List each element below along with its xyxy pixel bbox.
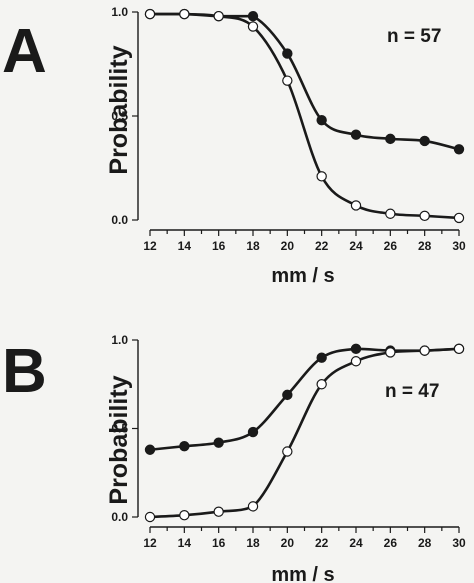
- fit-curve-open-b: [149, 347, 460, 519]
- data-point-filled-a: [350, 129, 362, 140]
- x-tick-label-b: 30: [452, 536, 466, 550]
- y-axis-label-a: Probability: [105, 45, 133, 174]
- y-axis-label-b: Probability: [105, 375, 133, 504]
- x-tick-label-b: 16: [212, 536, 226, 550]
- data-point-filled-b: [179, 441, 190, 452]
- y-tick-label-b: 0.5: [111, 422, 128, 436]
- data-point-filled-a: [419, 135, 430, 147]
- data-point-filled-a: [282, 48, 293, 59]
- y-tick-label-a: 0.0: [111, 213, 128, 227]
- x-tick-label-b: 12: [143, 536, 157, 550]
- x-tick-label-b: 18: [246, 536, 260, 550]
- data-point-open-b: [179, 510, 190, 521]
- axes-a: 0.0 0.5 1.0 12 14 16 18 20 22 24 26 28 30: [111, 5, 466, 253]
- data-point-filled-b: [144, 444, 156, 455]
- data-point-open-a: [316, 171, 327, 182]
- data-point-open-b: [419, 345, 430, 356]
- data-points-b: [144, 343, 465, 523]
- x-tick-label-b: 28: [418, 536, 432, 550]
- data-point-open-a: [179, 8, 190, 20]
- data-point-filled-b: [247, 426, 259, 438]
- y-tick-label-a: 1.0: [111, 5, 128, 19]
- panel-letter-a: A: [2, 17, 47, 86]
- data-point-open-b: [144, 511, 156, 523]
- data-point-filled-b: [282, 389, 293, 401]
- y-tick-label-b: 1.0: [111, 333, 128, 347]
- data-point-filled-a: [247, 10, 259, 22]
- panel-a: A Probability mm / s n = 57 0.0 0.5 1.0 12 1…: [2, 5, 466, 287]
- x-tick-label-a: 22: [315, 239, 329, 253]
- x-tick-label-a: 12: [143, 239, 157, 253]
- panel-letter-b: B: [2, 337, 47, 406]
- x-tick-label-a: 24: [349, 239, 363, 253]
- data-point-filled-a: [453, 144, 465, 155]
- fit-curve-open-a: [149, 12, 460, 220]
- data-point-open-b: [350, 356, 362, 367]
- x-tick-label-b: 14: [178, 536, 192, 550]
- y-tick-label-b: 0.0: [111, 510, 128, 524]
- x-tick-label-b: 20: [281, 536, 295, 550]
- data-point-filled-b: [350, 343, 362, 355]
- data-point-open-a: [385, 208, 396, 219]
- fit-curves-b: [149, 347, 460, 519]
- data-point-open-a: [453, 212, 465, 224]
- sample-size-annotation-a: n = 57: [387, 26, 441, 47]
- x-axis-label-b: mm / s: [271, 564, 334, 583]
- data-point-open-a: [419, 210, 430, 222]
- data-point-open-a: [144, 8, 156, 20]
- data-point-open-b: [247, 501, 259, 512]
- x-tick-label-a: 30: [452, 239, 466, 253]
- x-tick-label-b: 22: [315, 536, 329, 550]
- axes-b: 0.0 0.5 1.0 12 14 16 18 20 22 24 26 28 30: [111, 333, 466, 550]
- data-point-open-b: [453, 343, 465, 355]
- x-tick-label-a: 20: [281, 239, 295, 253]
- x-tick-label-a: 14: [178, 239, 192, 253]
- data-point-filled-a: [316, 114, 327, 126]
- x-tick-label-a: 26: [384, 239, 398, 253]
- x-tick-label-b: 24: [349, 536, 363, 550]
- data-point-open-a: [247, 21, 259, 32]
- x-tick-label-a: 18: [246, 239, 260, 253]
- data-point-filled-b: [316, 352, 327, 363]
- x-axis-label-a: mm / s: [271, 265, 334, 287]
- y-tick-label-a: 0.5: [111, 109, 128, 123]
- data-point-open-b: [385, 347, 396, 358]
- data-point-open-a: [282, 75, 293, 86]
- data-point-filled-a: [385, 133, 396, 145]
- sample-size-annotation-b: n = 47: [385, 381, 439, 402]
- data-point-filled-b: [213, 437, 224, 448]
- data-point-open-b: [316, 379, 327, 390]
- data-points-a: [144, 8, 465, 224]
- data-point-open-b: [213, 506, 224, 517]
- data-point-open-a: [213, 10, 224, 22]
- x-tick-label-a: 16: [212, 239, 226, 253]
- panel-b: B Probability mm / s n = 47 0.0 0.5 1.0 12 1…: [2, 333, 466, 583]
- x-tick-label-b: 26: [384, 536, 398, 550]
- data-point-open-b: [282, 446, 293, 457]
- x-tick-label-a: 28: [418, 239, 432, 253]
- data-point-open-a: [350, 200, 362, 211]
- fit-curves-a: [149, 12, 460, 220]
